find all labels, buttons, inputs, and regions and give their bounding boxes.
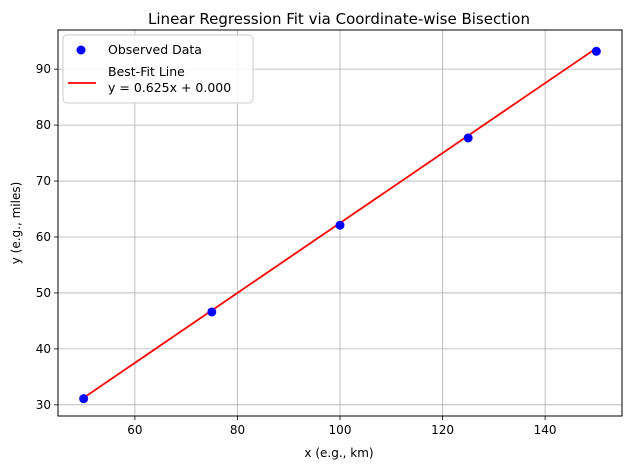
y-axis-label: y (e.g., miles) xyxy=(9,182,23,265)
legend-scatter-marker xyxy=(76,45,86,55)
y-tick-label: 30 xyxy=(36,398,51,412)
x-tick-label: 60 xyxy=(127,423,142,437)
x-tick-label: 100 xyxy=(329,423,352,437)
chart-title: Linear Regression Fit via Coordinate-wis… xyxy=(148,10,530,28)
x-axis-label: x (e.g., km) xyxy=(304,446,373,460)
scatter-point xyxy=(463,133,473,143)
y-tick-label: 40 xyxy=(36,342,51,356)
scatter-points xyxy=(79,46,601,404)
y-tick-label: 70 xyxy=(36,174,51,188)
x-tick-label: 140 xyxy=(534,423,557,437)
legend-label-equation: y = 0.625x + 0.000 xyxy=(108,80,231,95)
scatter-point xyxy=(207,307,217,317)
legend-box xyxy=(62,34,254,104)
x-ticks: 60 80 100 120 140 xyxy=(127,416,557,437)
legend-label-observed: Observed Data xyxy=(108,42,202,57)
x-tick-label: 80 xyxy=(230,423,245,437)
y-tick-label: 90 xyxy=(36,62,51,76)
x-tick-label: 120 xyxy=(431,423,454,437)
y-ticks: 30 40 50 60 70 80 90 xyxy=(36,62,58,412)
y-tick-label: 80 xyxy=(36,118,51,132)
y-tick-label: 60 xyxy=(36,230,51,244)
legend: Observed Data Best-Fit Line y = 0.625x +… xyxy=(62,34,254,104)
scatter-point xyxy=(591,46,601,56)
legend-label-bestfit: Best-Fit Line xyxy=(108,64,185,79)
y-tick-label: 50 xyxy=(36,286,51,300)
scatter-point xyxy=(335,220,345,230)
scatter-point xyxy=(79,394,89,404)
